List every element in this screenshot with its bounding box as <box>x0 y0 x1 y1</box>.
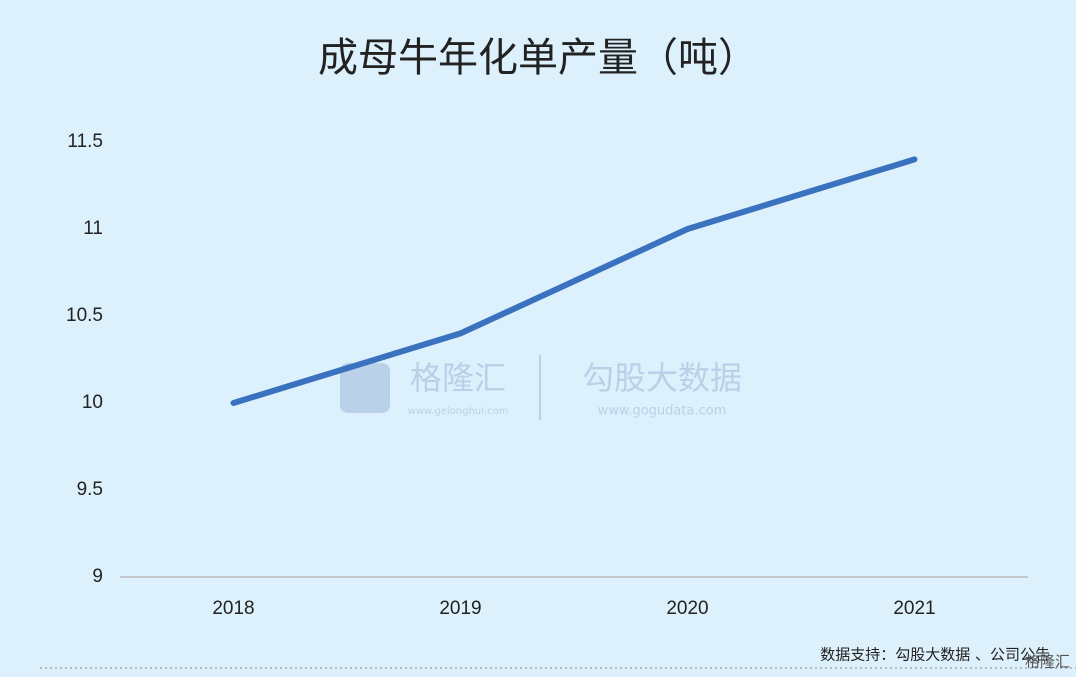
watermark-logo <box>340 363 390 413</box>
watermark-url: www.gelonghui.com <box>408 406 509 417</box>
source-note: 数据支持：勾股大数据 、公司公告 <box>820 646 1050 664</box>
y-tick-label: 11.5 <box>67 131 103 152</box>
y-tick-label: 9.5 <box>77 479 103 500</box>
chart-title: 成母牛年化单产量（吨） <box>318 35 758 81</box>
x-tick-label: 2021 <box>893 598 935 619</box>
y-tick-label: 10.5 <box>66 305 103 326</box>
line <box>230 156 918 406</box>
x-tick-label: 2020 <box>666 598 708 619</box>
corner-logo: 格隆汇 <box>1025 653 1070 671</box>
watermark: 格隆汇 www.gelonghui.com 勾股大数据 www.gogudata… <box>340 355 742 420</box>
x-tick-label: 2019 <box>439 598 481 619</box>
x-tick-label: 2018 <box>212 598 254 619</box>
y-tick-label: 11 <box>83 218 103 239</box>
watermark-partner: 勾股大数据 <box>582 359 742 397</box>
y-tick-label: 9 <box>92 566 103 587</box>
watermark-brand: 格隆汇 <box>410 359 506 397</box>
watermark-partner-url: www.gogudata.com <box>598 404 727 419</box>
y-tick-label: 10 <box>82 392 103 413</box>
